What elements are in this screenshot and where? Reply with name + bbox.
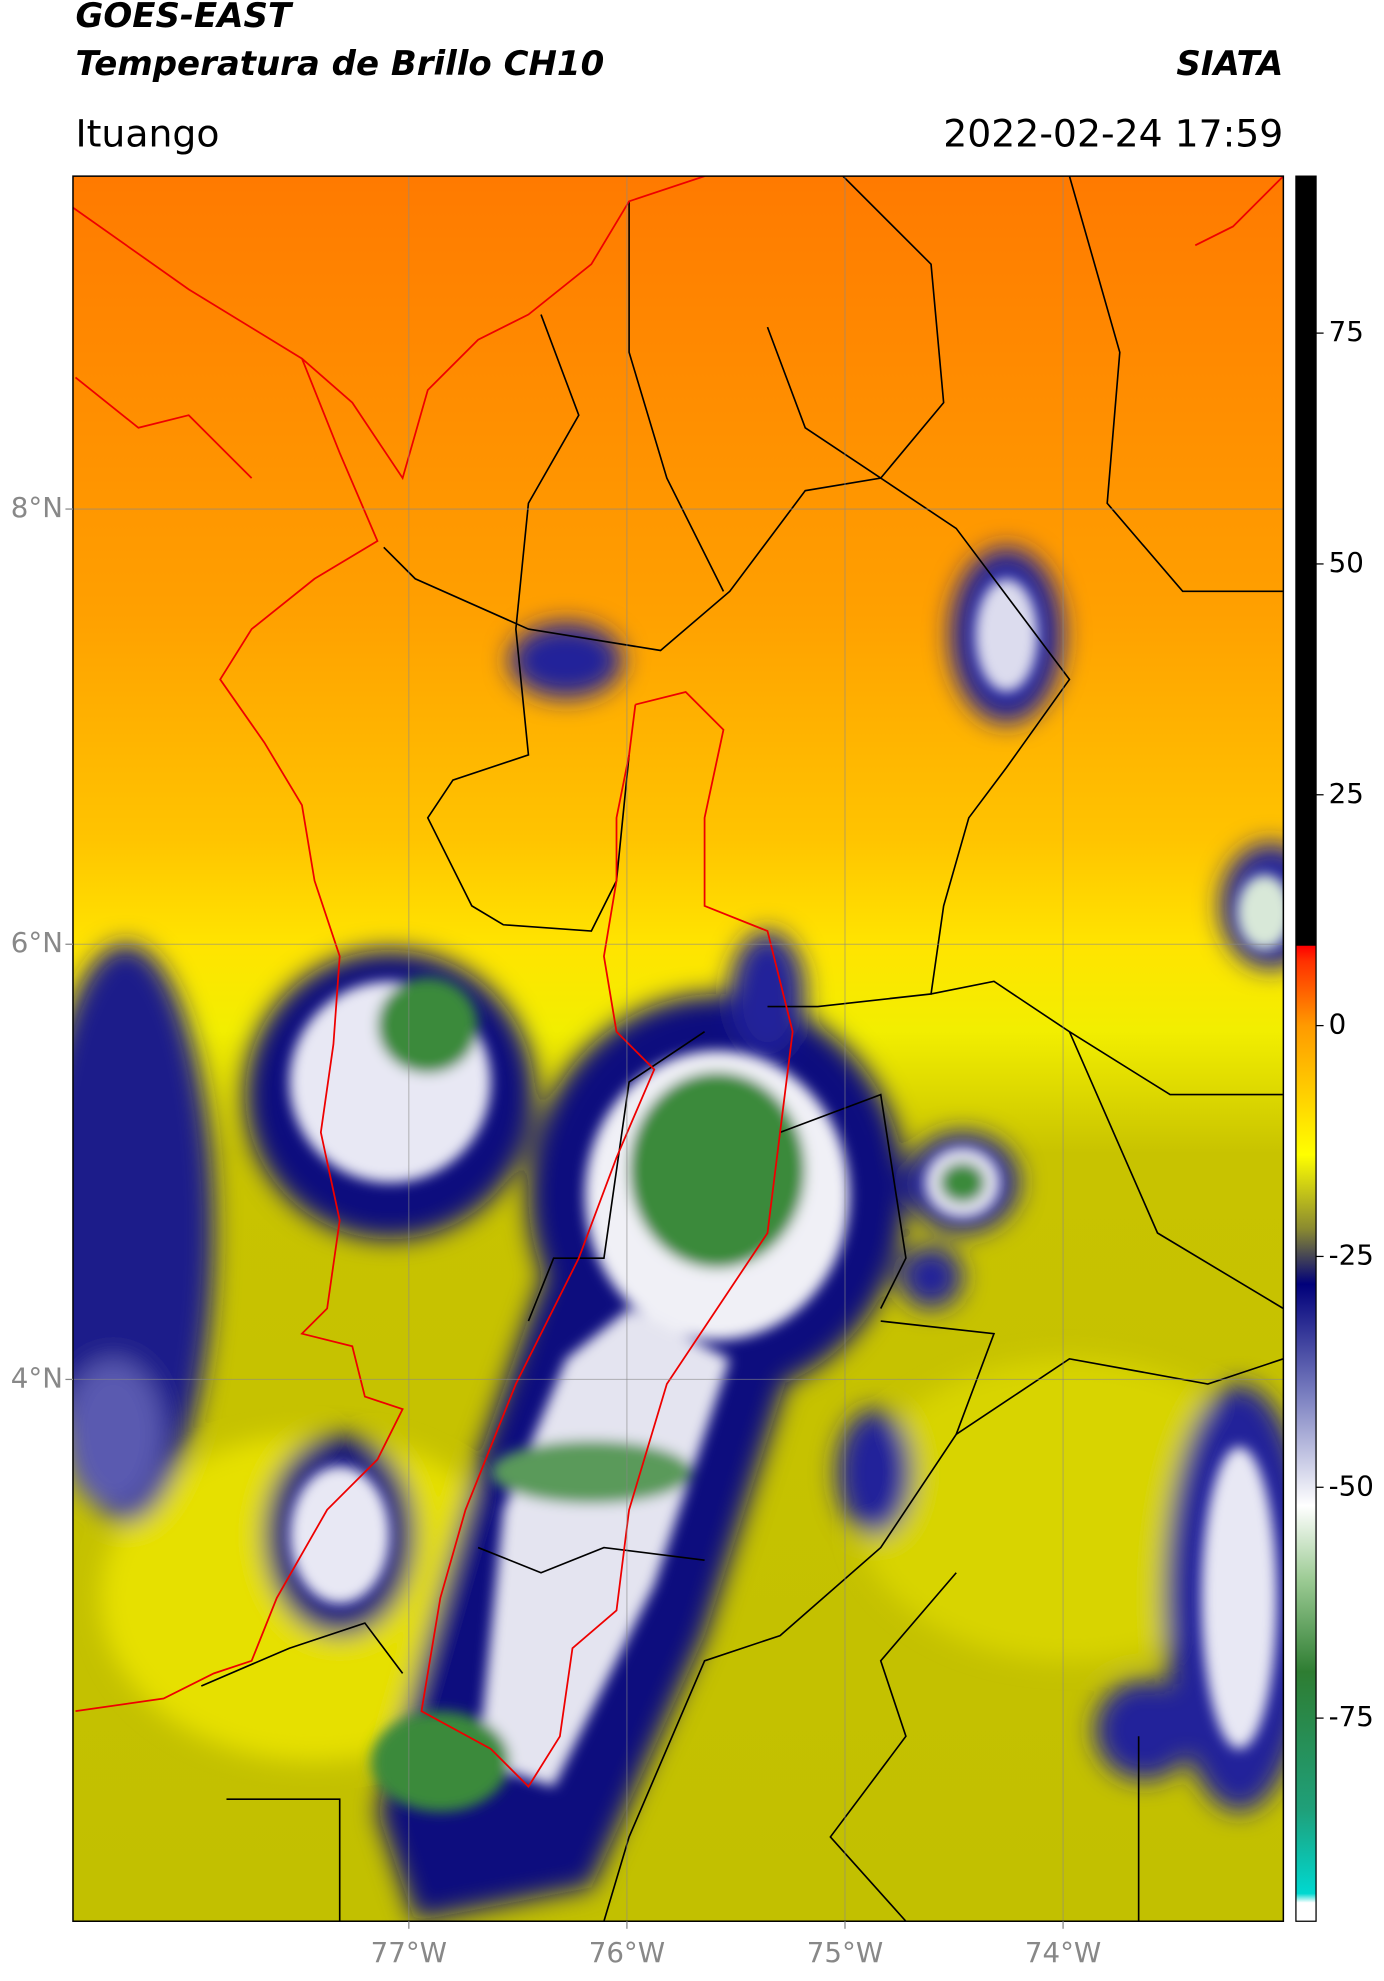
subtitle: Temperatura de Brillo CH10	[75, 44, 604, 84]
map-frame	[72, 175, 1285, 1922]
colorbar-tick-label: 75	[1329, 315, 1364, 348]
axes: 77°W 76°W 75°W 74°W 8°N 6°N 4°N	[11, 491, 1101, 1969]
y-tick-label: 8°N	[11, 491, 63, 524]
graticule	[72, 176, 1284, 1922]
colorbar-tick-label: 50	[1329, 546, 1364, 579]
coastline	[72, 176, 1284, 1789]
x-tick-label: 76°W	[589, 1936, 665, 1969]
x-tick-label: 75°W	[807, 1936, 883, 1969]
colorbar-tick-label: -50	[1329, 1469, 1374, 1502]
y-tick-label: 4°N	[11, 1361, 63, 1394]
region: Ituango	[75, 111, 219, 155]
colorbar-tick-label: 0	[1329, 1008, 1347, 1041]
colorbar: 75 50 25 0 -25 -50 -75	[1295, 175, 1374, 1922]
y-tick-label: 6°N	[11, 926, 63, 959]
colorbar-body	[1295, 175, 1317, 1922]
admin-borders	[200, 176, 1284, 1922]
map-image	[72, 176, 1284, 1922]
x-tick-label: 74°W	[1025, 1936, 1101, 1969]
datetime: 2022-02-24 17:59	[943, 111, 1283, 155]
colorbar-tick-label: -75	[1329, 1700, 1374, 1733]
x-tick-label: 77°W	[371, 1936, 447, 1969]
colorbar-tick-label: 25	[1329, 777, 1364, 810]
colorbar-tick-label: -25	[1329, 1238, 1374, 1271]
source: SIATA	[1176, 44, 1283, 84]
title: GOES-EAST	[75, 0, 293, 36]
cloud-cores	[289, 578, 1284, 1812]
